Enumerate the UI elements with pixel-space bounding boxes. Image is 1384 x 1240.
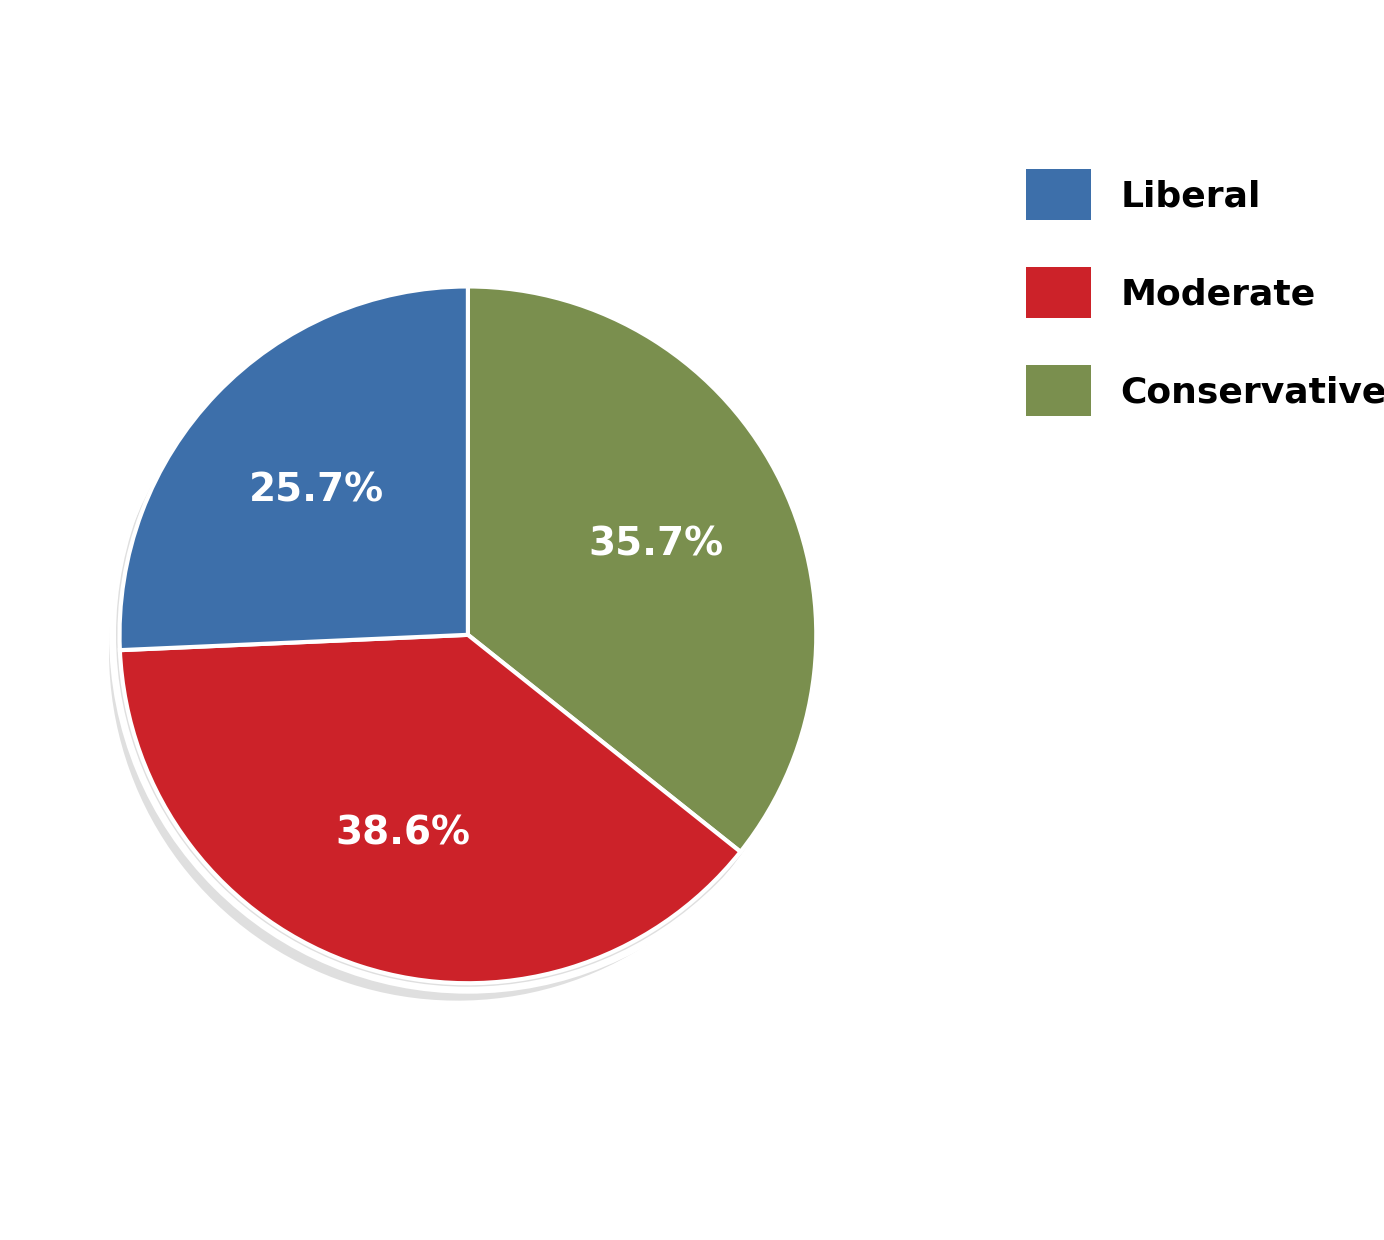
Wedge shape — [119, 286, 468, 650]
Text: 38.6%: 38.6% — [336, 815, 471, 853]
Wedge shape — [468, 286, 817, 852]
Legend: Liberal, Moderate, Conservative: Liberal, Moderate, Conservative — [1012, 155, 1384, 430]
Wedge shape — [109, 652, 729, 1001]
Text: 35.7%: 35.7% — [588, 525, 724, 563]
Wedge shape — [109, 304, 458, 667]
Wedge shape — [120, 635, 740, 983]
Wedge shape — [458, 304, 805, 869]
Text: 25.7%: 25.7% — [249, 471, 385, 510]
